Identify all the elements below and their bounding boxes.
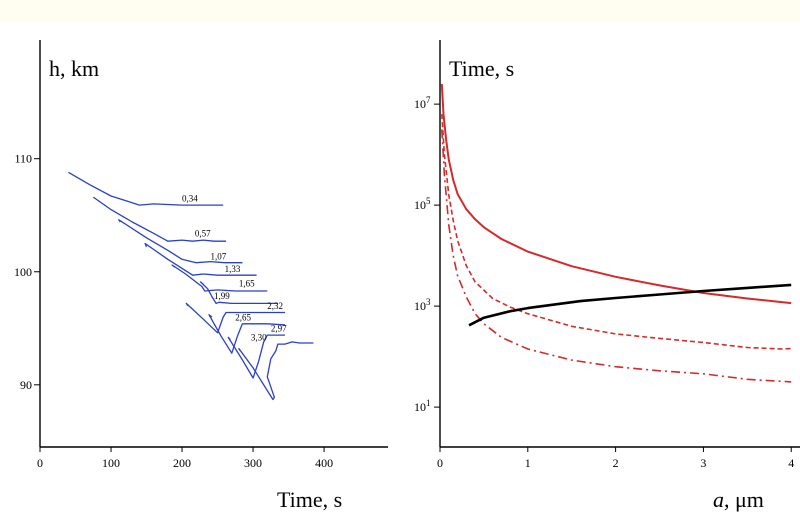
left-chart-panel: h, km Time, s 0 100 200 300 400 90 100 110 0,34… bbox=[14, 40, 388, 512]
right-y-tick-label: 107 bbox=[414, 95, 431, 111]
right-y-tick-exponent: 5 bbox=[426, 196, 431, 206]
right-x-tick-label: 1 bbox=[525, 456, 531, 470]
top-bar bbox=[0, 0, 800, 22]
left-curve-label: 1,07 bbox=[210, 251, 226, 261]
left-y-tick-label: 90 bbox=[20, 378, 32, 392]
left-curve-label: 1,99 bbox=[214, 291, 230, 301]
right-series-line-dashdot bbox=[441, 129, 792, 383]
left-series-line bbox=[238, 341, 314, 401]
right-y-tick-exponent: 7 bbox=[426, 95, 431, 105]
right-x-tick-label: 3 bbox=[700, 456, 706, 470]
right-series-line-solid bbox=[440, 83, 792, 305]
right-y-tick-label: 101 bbox=[414, 398, 431, 414]
left-series-line bbox=[185, 302, 285, 334]
left-series-line bbox=[227, 334, 285, 379]
left-curve-label: 1,65 bbox=[239, 278, 255, 288]
left-series-line bbox=[171, 264, 268, 292]
left-curve-label: 2,97 bbox=[271, 324, 287, 334]
left-y-tick-label: 100 bbox=[14, 265, 32, 279]
left-curve-labels: 0,34 0,57 1,07 1,33 1,65 1,99 2,32 2,65 2,97 3,30 bbox=[182, 194, 287, 343]
right-series-line-solid bbox=[468, 283, 792, 327]
left-series-line bbox=[118, 219, 243, 264]
left-curve-label: 3,30 bbox=[251, 333, 267, 343]
left-y-axis-title: h, km bbox=[49, 56, 99, 81]
left-x-tick-label: 0 bbox=[37, 456, 43, 470]
right-y-tick-label: 105 bbox=[414, 196, 431, 212]
right-series-line-dashed bbox=[441, 114, 792, 350]
left-curve-label: 0,57 bbox=[195, 229, 211, 239]
right-x-tick-label: 4 bbox=[788, 456, 794, 470]
right-x-axis-title-symbol: a bbox=[713, 487, 724, 512]
left-curve-label: 0,34 bbox=[182, 194, 198, 204]
left-x-tick-label: 300 bbox=[244, 456, 262, 470]
left-series-line bbox=[92, 196, 227, 242]
right-x-tick-label: 0 bbox=[437, 456, 443, 470]
right-y-axis-title: Time, s bbox=[449, 56, 514, 81]
left-x-tick-label: 200 bbox=[173, 456, 191, 470]
right-y-tick-label: 103 bbox=[414, 297, 431, 313]
right-y-tick-base: 10 bbox=[414, 400, 426, 414]
left-y-tick-label: 110 bbox=[14, 152, 32, 166]
left-curve-label: 2,32 bbox=[267, 301, 283, 311]
left-series-line bbox=[208, 314, 286, 354]
left-series bbox=[68, 171, 314, 401]
left-x-tick-label: 100 bbox=[102, 456, 120, 470]
right-x-axis-title: a, μm bbox=[713, 487, 764, 512]
left-series-line bbox=[68, 171, 224, 206]
left-x-tick-label: 400 bbox=[315, 456, 333, 470]
left-series-line bbox=[144, 242, 257, 276]
left-x-axis-title: Time, s bbox=[277, 487, 342, 512]
right-y-tick-base: 10 bbox=[414, 299, 426, 313]
left-curve-label: 2,65 bbox=[235, 312, 251, 322]
right-y-tick-base: 10 bbox=[414, 97, 426, 111]
left-series-line bbox=[199, 281, 278, 305]
left-ticks: 0 100 200 300 400 90 100 110 bbox=[14, 152, 333, 470]
right-y-tick-base: 10 bbox=[414, 198, 426, 212]
right-x-axis-title-unit: , μm bbox=[724, 487, 764, 512]
right-series bbox=[440, 83, 792, 383]
right-y-tick-exponent: 3 bbox=[426, 297, 431, 307]
left-curve-label: 1,33 bbox=[225, 264, 241, 274]
right-x-tick-label: 2 bbox=[613, 456, 619, 470]
right-y-tick-exponent: 1 bbox=[426, 398, 431, 408]
